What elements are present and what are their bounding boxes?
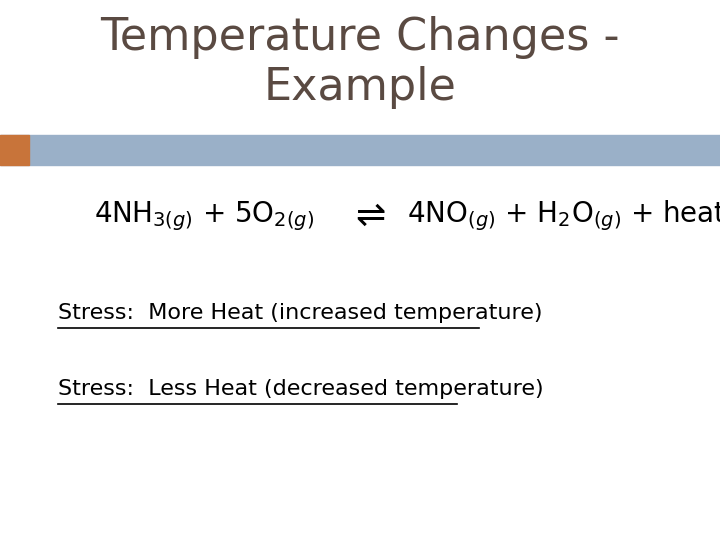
Text: Temperature Changes -
Example: Temperature Changes - Example xyxy=(100,16,620,109)
FancyBboxPatch shape xyxy=(0,135,29,165)
Text: 4NH$_{3(g)}$ + 5O$_{2(g)}$: 4NH$_{3(g)}$ + 5O$_{2(g)}$ xyxy=(94,199,314,233)
Text: Stress:  Less Heat (decreased temperature): Stress: Less Heat (decreased temperature… xyxy=(58,379,543,399)
Text: Stress:  More Heat (increased temperature): Stress: More Heat (increased temperature… xyxy=(58,303,542,323)
FancyBboxPatch shape xyxy=(0,135,720,165)
Text: 4NO$_{(g)}$ + H$_2$O$_{(g)}$ + heat: 4NO$_{(g)}$ + H$_2$O$_{(g)}$ + heat xyxy=(407,199,720,233)
Text: ⇌: ⇌ xyxy=(356,199,386,233)
